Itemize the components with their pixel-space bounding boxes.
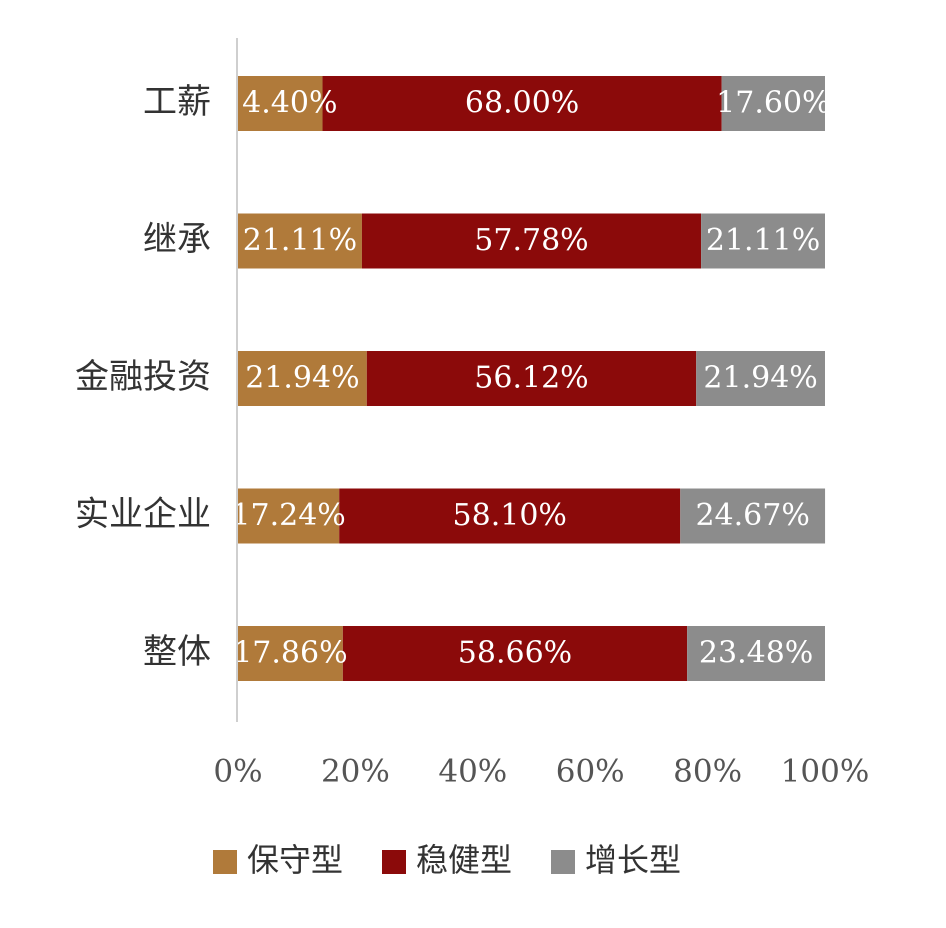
category-label: 工薪 <box>143 82 211 122</box>
x-tick-label: 0% <box>213 754 262 790</box>
data-label: 56.12% <box>474 361 588 396</box>
bar-segment <box>361 213 702 269</box>
legend-label: 稳健型 <box>416 841 512 879</box>
legend-swatch <box>213 850 237 874</box>
x-tick-label: 80% <box>673 754 742 790</box>
bar-segment <box>721 76 825 131</box>
bar-segment <box>701 213 825 269</box>
bar-segment <box>238 626 343 681</box>
bar-segment <box>238 76 323 131</box>
x-tick-labels: 0% 20% 40% 60% 80% 100% <box>213 754 869 790</box>
category-label: 金融投资 <box>75 357 211 397</box>
category-label: 整体 <box>143 632 211 672</box>
data-label: 17.60% <box>716 86 830 121</box>
bar-segment <box>687 626 825 681</box>
x-tick-label: 20% <box>321 754 390 790</box>
category-label: 实业企业 <box>75 495 211 535</box>
x-tick-label: 60% <box>556 754 625 790</box>
category-label: 继承 <box>143 220 211 260</box>
data-label: 24.67% <box>695 498 809 533</box>
data-label: 57.78% <box>474 223 588 258</box>
data-label: 17.24% <box>231 498 345 533</box>
data-label: 14.40% <box>223 86 337 121</box>
data-label: 23.48% <box>699 636 813 671</box>
bar-segment <box>238 488 340 544</box>
bar-segment <box>238 351 367 406</box>
bar-segment <box>238 213 362 269</box>
data-label: 21.94% <box>245 361 359 396</box>
data-label: 17.86% <box>233 636 347 671</box>
legend: 保守型 稳健型 增长型 <box>213 841 681 879</box>
legend-label: 保守型 <box>247 841 343 879</box>
legend-label: 增长型 <box>585 841 681 879</box>
bars-layer: 14.40% 68.00% 17.60% 21.11% 57.78% 21.11% 21.9… <box>223 76 831 681</box>
data-label: 21.94% <box>703 361 817 396</box>
legend-swatch <box>382 850 406 874</box>
bar-segment <box>322 76 722 131</box>
data-label: 68.00% <box>465 86 579 121</box>
data-label: 58.66% <box>458 636 572 671</box>
data-label: 58.10% <box>453 498 567 533</box>
bar-segment <box>680 488 826 544</box>
x-tick-label: 40% <box>438 754 507 790</box>
data-label: 21.11% <box>243 223 357 258</box>
x-tick-label: 100% <box>781 754 870 790</box>
bar-segment <box>339 488 681 544</box>
data-label: 21.11% <box>706 223 820 258</box>
bar-segment <box>696 351 825 406</box>
bar-segment <box>366 351 697 406</box>
legend-swatch <box>551 850 575 874</box>
bar-segment <box>342 626 688 681</box>
